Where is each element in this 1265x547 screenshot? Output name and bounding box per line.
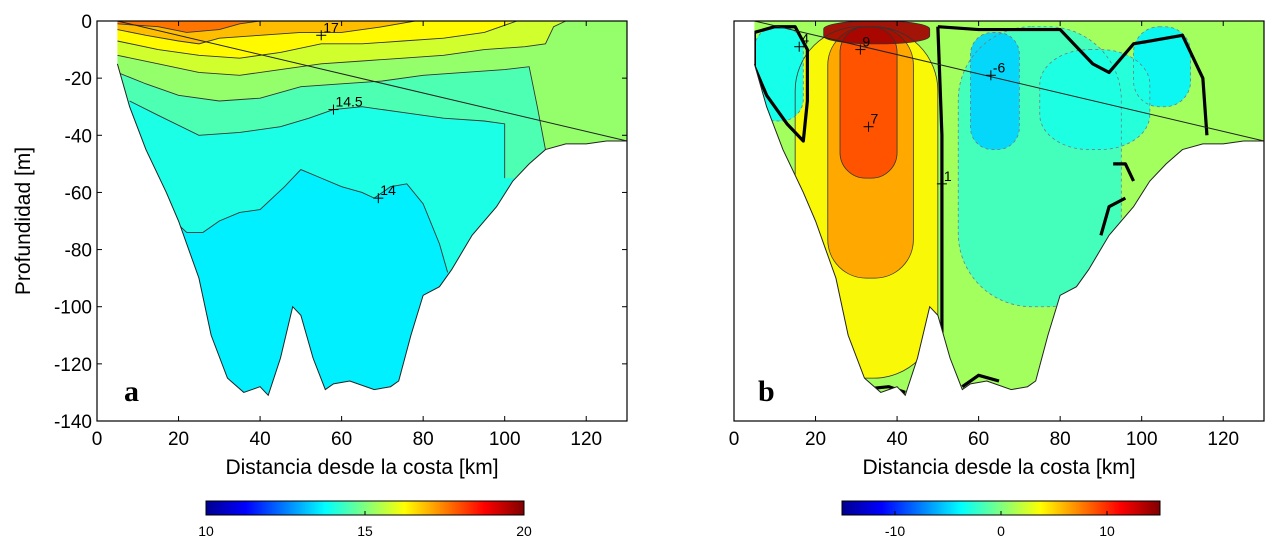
isotherm-line	[117, 21, 261, 33]
velocity-contour	[957, 26, 1122, 308]
panel-b-plot-frame	[733, 20, 1265, 422]
y-tick-label: -100	[54, 298, 92, 319]
velocity-core	[823, 21, 930, 44]
y-tick-label: -120	[54, 355, 92, 376]
y-tick-label: -20	[65, 69, 92, 90]
panel-b-contour-labels: 4 9 -6 7 1	[794, 31, 1006, 189]
y-tick-label: -140	[54, 412, 92, 433]
colorbar-tick-label: 10	[198, 523, 214, 539]
panel-a-x-axis: 0 20 40 60 80 100 120	[92, 21, 602, 450]
panel-b-seabed-mask	[734, 20, 1265, 421]
x-tick-label: 0	[729, 429, 740, 450]
panel-a-plot-frame	[96, 20, 628, 422]
panel-a-x-axis-label: Distancia desde la costa [km]	[225, 456, 498, 479]
y-tick-label: -80	[65, 241, 92, 262]
contour-label: 1	[944, 168, 952, 184]
zero-velocity-contour	[1099, 196, 1127, 236]
x-tick-label: 20	[168, 429, 189, 450]
contour-label: 14.5	[335, 94, 362, 110]
isotherm-line	[117, 21, 518, 59]
colorbar-tick-label: 20	[516, 523, 532, 539]
y-tick-label: -60	[65, 183, 92, 204]
zero-velocity-contour	[1113, 162, 1135, 182]
velocity-contour	[839, 26, 898, 179]
isotherm-line	[161, 169, 449, 273]
velocity-contour	[1133, 26, 1192, 108]
seabed-line	[753, 20, 1265, 397]
x-tick-label: 40	[887, 429, 908, 450]
colorbar-tick-label: 10	[1099, 523, 1115, 539]
x-tick-label: 60	[331, 429, 352, 450]
isotherm-line	[117, 21, 416, 45]
x-tick-label: 120	[1207, 429, 1239, 450]
panel-b-x-axis: 0 20 40 60 80 100 120	[729, 21, 1239, 450]
colorbar-tick-label: 15	[357, 523, 373, 539]
x-tick-label: 100	[1126, 429, 1158, 450]
panel-b-colorbar: -10 0 10	[841, 500, 1161, 539]
x-tick-label: 80	[1050, 429, 1071, 450]
panel-b-velocity-section: 0 20 40 60 80 100 120 4 9-671 b Distancia desde…	[729, 20, 1265, 539]
x-tick-label: 20	[805, 429, 826, 450]
panel-a-colorbar-ticks: 10 15 20	[198, 511, 532, 539]
velocity-contour	[823, 21, 931, 45]
y-tick-label: -40	[65, 126, 92, 147]
seabed-area	[734, 21, 1264, 421]
panel-a-letter: a	[124, 375, 139, 408]
panel-b-colorbar-ticks: -10 0 10	[885, 511, 1115, 539]
panel-a-colorbar: 10 15 20	[198, 500, 532, 539]
velocity-contour	[1039, 49, 1151, 150]
zero-velocity-contour	[937, 25, 1209, 136]
contour-label: 7	[871, 111, 879, 127]
contour-label: 17	[323, 19, 339, 35]
velocity-core	[970, 32, 1020, 150]
contour-label: -6	[993, 59, 1006, 75]
contour-label: 4	[801, 31, 809, 47]
x-tick-label: 40	[250, 429, 271, 450]
panel-a-seabed-mask	[97, 20, 628, 421]
panel-a-y-axis: 0 -20 -40 -60 -80 -100 -120 -140	[54, 12, 627, 433]
y-tick-label: 0	[81, 12, 92, 33]
velocity-core	[840, 26, 898, 179]
colorbar-tick-label: 0	[997, 523, 1005, 539]
panel-b-x-axis-label: Distancia desde la costa [km]	[862, 456, 1135, 479]
zero-velocity-contour	[752, 25, 809, 143]
panel-a-contour-labels: 17 14.5 14	[316, 19, 396, 204]
isotherm-line	[117, 21, 567, 76]
panel-a-temperature-section: 0 20 40 60 80 100 120 0 -20 -40 -60 -80 -100 -120 -14…	[12, 12, 628, 539]
panel-a-y-axis-label: Profundidad [m]	[12, 147, 35, 295]
zero-velocity-contour	[961, 373, 1000, 389]
contour-label: 14	[380, 182, 396, 198]
x-tick-label: 0	[92, 429, 103, 450]
panel-b-letter: b	[758, 375, 775, 408]
seabed-area	[97, 21, 627, 421]
x-tick-label: 100	[489, 429, 521, 450]
seabed-line	[116, 20, 628, 397]
colorbar-tick-label: -10	[885, 523, 905, 539]
velocity-contour	[970, 32, 1020, 150]
contour-label: 9	[862, 34, 870, 50]
x-tick-label: 120	[570, 429, 602, 450]
velocity-core	[1039, 49, 1150, 150]
isotherm-line	[117, 66, 546, 150]
x-tick-label: 60	[968, 429, 989, 450]
temperature-band	[97, 21, 627, 33]
x-tick-label: 80	[413, 429, 434, 450]
